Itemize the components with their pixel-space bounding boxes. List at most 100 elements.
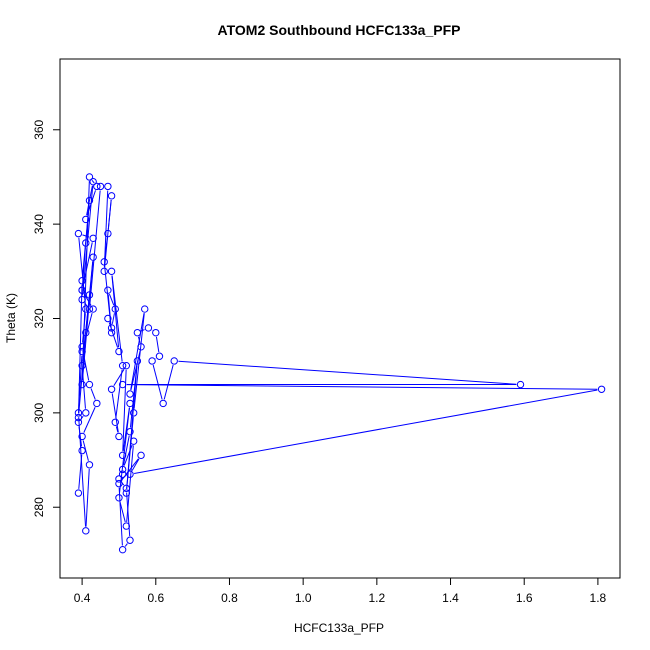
series-segment (111, 313, 115, 324)
data-point (74, 409, 83, 417)
data-point (118, 470, 127, 478)
series-segment (131, 458, 140, 471)
y-axis-label: Theta (K) (4, 293, 18, 343)
data-point (133, 357, 142, 365)
y-tick-label: 340 (32, 214, 46, 234)
data-point (597, 385, 606, 393)
series-segment (122, 435, 130, 466)
data-point (107, 324, 116, 332)
series-segment (130, 350, 141, 391)
series-points (74, 173, 606, 554)
data-point (107, 328, 116, 337)
x-tick-label: 1.8 (590, 591, 607, 605)
data-point (118, 465, 127, 474)
data-point (85, 380, 94, 389)
data-point (133, 328, 142, 337)
data-point (74, 489, 83, 497)
data-point (126, 399, 134, 408)
data-point (104, 314, 112, 323)
data-point (82, 409, 90, 417)
x-tick-label: 1.2 (368, 591, 385, 605)
data-point (78, 432, 86, 441)
chart-title: ATOM2 Southbound HCFC133a_PFP (218, 22, 461, 38)
series-segment (90, 388, 96, 400)
series-segment (126, 384, 598, 390)
series-segment (133, 313, 145, 409)
data-point (89, 177, 97, 186)
x-tick-label: 1.4 (442, 591, 459, 605)
series-segment (119, 501, 126, 523)
series-segment (118, 487, 123, 546)
data-point (89, 305, 97, 313)
data-point (144, 324, 153, 332)
series-segment (84, 302, 88, 307)
data-point (96, 182, 105, 191)
data-point (82, 239, 90, 247)
data-point (137, 343, 145, 351)
data-point (115, 432, 123, 441)
data-point (141, 305, 149, 313)
data-point (74, 418, 83, 426)
data-point (85, 305, 94, 313)
data-point (159, 399, 167, 408)
data-point (78, 343, 86, 351)
data-point (78, 286, 86, 294)
data-point (115, 494, 123, 502)
series-segment (115, 426, 119, 433)
data-point (107, 267, 116, 276)
data-point (82, 328, 90, 337)
data-point (126, 428, 134, 436)
series-segment (141, 329, 145, 332)
series-segment (115, 369, 123, 419)
x-tick-label: 0.6 (147, 591, 164, 605)
data-point (122, 522, 131, 530)
series-segment (86, 185, 93, 216)
series-segment (108, 293, 115, 306)
data-point (107, 192, 116, 200)
data-point (100, 258, 108, 266)
series-segment (104, 237, 108, 258)
y-axis: 280 300 320 340 360 (32, 119, 60, 517)
series-segment (111, 275, 123, 362)
series-segment (130, 313, 145, 390)
data-point (152, 328, 160, 337)
data-point (115, 479, 123, 488)
data-point (516, 380, 525, 389)
series-segment (91, 179, 95, 184)
data-point (74, 229, 83, 238)
data-point (118, 545, 127, 554)
x-tick-label: 0.8 (221, 591, 238, 605)
data-point (111, 305, 119, 313)
data-point (89, 234, 97, 242)
series-segment (163, 364, 174, 400)
data-point (82, 215, 90, 224)
data-point (126, 390, 134, 398)
data-point (78, 295, 86, 304)
y-tick-label: 360 (32, 119, 46, 139)
data-point (85, 461, 94, 469)
series-segment (107, 294, 112, 329)
series-segment (85, 468, 90, 527)
data-point (78, 446, 86, 455)
data-point (118, 361, 127, 370)
data-point (122, 484, 131, 493)
series-segment (78, 417, 87, 527)
data-point (115, 347, 123, 356)
data-point (104, 229, 112, 238)
data-point (126, 536, 134, 544)
series-segment (134, 389, 598, 474)
series-segment (78, 237, 86, 305)
data-point (74, 413, 83, 422)
data-point (82, 527, 90, 535)
data-point (148, 357, 156, 365)
data-point (115, 475, 123, 483)
data-point (104, 182, 112, 191)
data-point (111, 418, 119, 426)
data-point (107, 385, 116, 393)
data-point (78, 361, 86, 370)
data-point (93, 182, 101, 191)
y-tick-label: 320 (32, 308, 46, 328)
series-segment (126, 492, 131, 537)
y-tick-label: 300 (32, 403, 46, 423)
